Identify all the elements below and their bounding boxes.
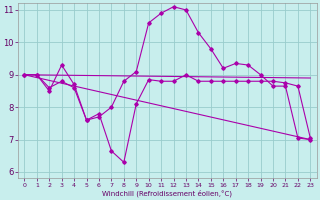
X-axis label: Windchill (Refroidissement éolien,°C): Windchill (Refroidissement éolien,°C) (102, 189, 232, 197)
